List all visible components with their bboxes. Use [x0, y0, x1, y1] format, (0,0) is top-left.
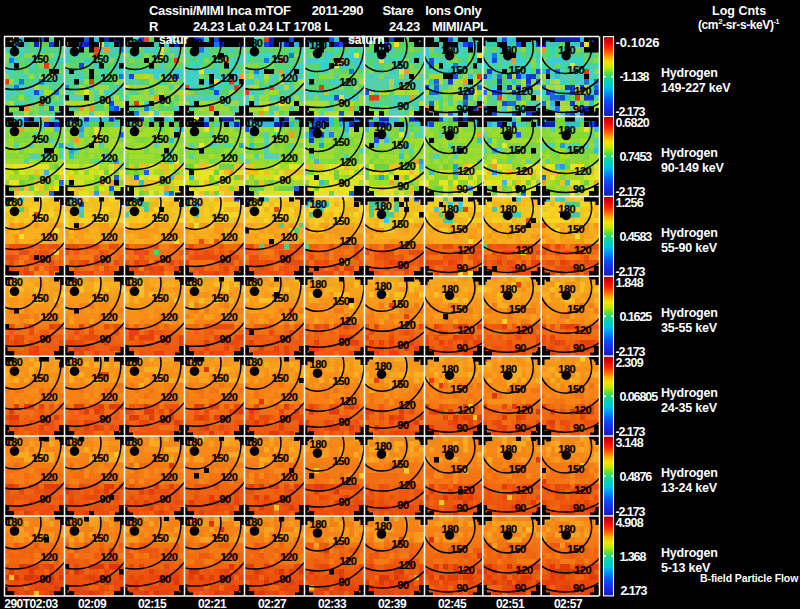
- svg-text:2.173: 2.173: [621, 584, 648, 598]
- svg-text:2.309: 2.309: [616, 356, 644, 370]
- svg-text:-1.138: -1.138: [620, 70, 650, 84]
- svg-text:Hydrogen: Hydrogen: [661, 146, 718, 160]
- svg-text:149-227 keV: 149-227 keV: [661, 81, 731, 95]
- svg-text:0.6820: 0.6820: [616, 116, 650, 130]
- svg-text:MIMI/APL: MIMI/APL: [432, 19, 488, 34]
- svg-text:3.148: 3.148: [616, 436, 644, 450]
- svg-text:Hydrogen: Hydrogen: [661, 306, 718, 320]
- svg-text:4.908: 4.908: [616, 516, 644, 530]
- svg-text:02:27: 02:27: [258, 597, 287, 609]
- svg-text:24.23: 24.23: [389, 19, 420, 34]
- svg-text:Hydrogen: Hydrogen: [661, 466, 718, 480]
- svg-text:Cassini/MIMI Inca mTOF: Cassini/MIMI Inca mTOF: [149, 3, 291, 18]
- svg-text:24.23 Lat 0.24 LT 1708 L: 24.23 Lat 0.24 LT 1708 L: [193, 19, 332, 34]
- svg-text:24-35 keV: 24-35 keV: [661, 401, 718, 415]
- svg-text:saturn: saturn: [348, 33, 385, 47]
- svg-text:(cm2-sr-s-keV)-1: (cm2-sr-s-keV)-1: [698, 17, 779, 32]
- svg-text:0.4583: 0.4583: [620, 230, 653, 244]
- svg-text:2011-290: 2011-290: [312, 3, 364, 18]
- svg-text:1.368: 1.368: [620, 550, 647, 564]
- svg-text:0.1625: 0.1625: [620, 310, 653, 324]
- svg-text:02:39: 02:39: [378, 597, 407, 609]
- svg-text:Stare: Stare: [383, 3, 414, 18]
- svg-text:02:51: 02:51: [496, 597, 525, 609]
- svg-text:Hydrogen: Hydrogen: [661, 226, 718, 240]
- svg-text:1.256: 1.256: [616, 196, 644, 210]
- svg-text:B-field Particle Flow: B-field Particle Flow: [700, 572, 799, 584]
- svg-text:90-149 keV: 90-149 keV: [661, 161, 724, 175]
- svg-text:Hydrogen: Hydrogen: [661, 386, 718, 400]
- svg-text:290T02:03: 290T02:03: [4, 597, 58, 609]
- svg-text:-0.1026: -0.1026: [616, 35, 660, 50]
- svg-text:0.06805: 0.06805: [620, 390, 659, 404]
- svg-text:0.4876: 0.4876: [620, 470, 653, 484]
- svg-text:0.7453: 0.7453: [620, 150, 653, 164]
- svg-text:35-55 keV: 35-55 keV: [661, 321, 718, 335]
- svg-text:55-90 keV: 55-90 keV: [661, 241, 718, 255]
- svg-text:satur: satur: [159, 33, 189, 47]
- svg-text:02:15: 02:15: [138, 597, 167, 609]
- svg-text:Hydrogen: Hydrogen: [661, 66, 718, 80]
- svg-text:02:33: 02:33: [318, 597, 347, 609]
- svg-text:1.848: 1.848: [616, 276, 644, 290]
- svg-text:02:09: 02:09: [78, 597, 107, 609]
- svg-text:02:57: 02:57: [554, 597, 583, 609]
- svg-text:R: R: [149, 19, 159, 34]
- svg-text:02:45: 02:45: [438, 597, 467, 609]
- svg-text:13-24 keV: 13-24 keV: [661, 481, 718, 495]
- svg-text:Log Cnts: Log Cnts: [712, 4, 766, 18]
- svg-text:02:21: 02:21: [198, 597, 227, 609]
- svg-text:Hydrogen: Hydrogen: [661, 546, 718, 560]
- svg-text:Ions Only: Ions Only: [425, 3, 482, 18]
